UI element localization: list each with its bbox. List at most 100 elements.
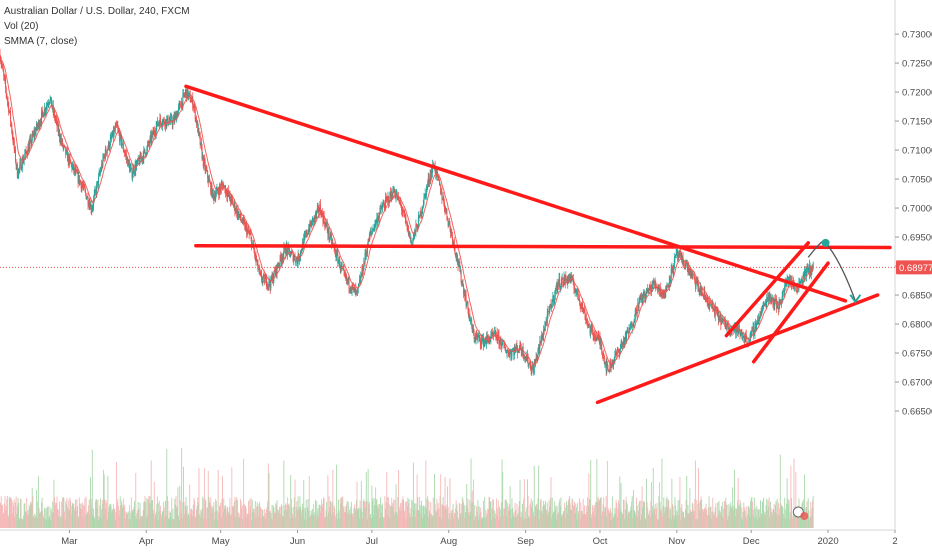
volume-bar (195, 509, 197, 528)
candle-body (174, 113, 176, 116)
candle-body (510, 351, 512, 356)
candle-body (103, 155, 105, 158)
volume-bar (256, 502, 258, 528)
candle-body (187, 89, 189, 98)
volume-bar (260, 507, 262, 528)
candle-body (26, 152, 28, 155)
volume-bar (727, 515, 729, 528)
candle-body (613, 359, 615, 361)
volume-bar (646, 501, 648, 528)
candle-body (736, 325, 738, 333)
candle-body (369, 233, 371, 235)
candle-body (513, 350, 515, 355)
volume-bar (90, 498, 92, 528)
volume-bar (695, 519, 697, 528)
candle-body (764, 302, 766, 306)
candle-body (700, 286, 702, 295)
candle-body (529, 362, 531, 364)
volume-bar (163, 507, 165, 528)
volume-bar (512, 507, 514, 528)
candle-body (549, 304, 551, 306)
candle-body (283, 246, 285, 254)
candle-body (586, 319, 588, 323)
candle-body (80, 182, 82, 189)
volume-bar (71, 505, 73, 528)
volume-bar (433, 474, 435, 528)
volume-bar (36, 489, 38, 528)
candle-body (159, 117, 161, 127)
candle-body (163, 118, 165, 121)
volume-bar (750, 501, 752, 528)
volume-bar (162, 511, 164, 528)
volume-bar (67, 506, 69, 528)
candle-body (322, 215, 324, 222)
candle-body (140, 157, 142, 159)
candle-body (440, 184, 442, 194)
symbol-title[interactable]: Australian Dollar / U.S. Dollar, 240, FX… (4, 6, 190, 17)
candle-body (667, 285, 669, 288)
volume-bar (434, 504, 436, 528)
volume-bar (500, 502, 502, 528)
candle-body (711, 303, 713, 305)
candle-body (188, 93, 190, 95)
volume-bar (1, 505, 3, 528)
candle-body (474, 337, 476, 340)
candle-body (486, 336, 488, 339)
candle-body (543, 330, 545, 331)
volume-bar (36, 517, 38, 528)
candle-body (93, 194, 95, 199)
volume-bar (618, 503, 620, 528)
volume-bar (518, 506, 520, 528)
candle-body (139, 154, 141, 164)
volume-bar (687, 504, 689, 528)
volume-bar (65, 503, 67, 528)
candle-body (637, 303, 639, 313)
volume-bar (786, 478, 788, 528)
candle-body (41, 110, 43, 113)
candle-body (565, 276, 567, 280)
candle-body (509, 352, 511, 358)
volume-bar (730, 506, 732, 528)
volume-bar (218, 505, 220, 528)
volume-bar (807, 512, 809, 528)
candle-body (507, 351, 509, 353)
volume-bar (221, 498, 223, 528)
candle-body (601, 353, 603, 355)
volume-bar (135, 472, 137, 528)
candle-body (499, 339, 501, 341)
candle-body (683, 262, 685, 269)
candle-body (49, 98, 51, 102)
volume-bar (124, 518, 126, 528)
volume-bar (523, 478, 525, 528)
volume-bar (399, 503, 401, 528)
volume-bar (590, 514, 592, 528)
volume-bar (244, 505, 246, 528)
candle-body (718, 315, 720, 320)
volume-bar (16, 506, 18, 528)
volume-bar (45, 508, 47, 528)
volume-bar (659, 502, 661, 528)
candle-body (770, 299, 772, 301)
smma-indicator-label[interactable]: SMMA (7, close) (4, 36, 78, 47)
candle-body (725, 327, 727, 329)
volume-bar (474, 504, 476, 528)
volume-bar (285, 503, 287, 528)
candle-body (242, 218, 244, 223)
candle-body (699, 288, 701, 292)
volume-bar (567, 500, 569, 528)
candle-body (227, 190, 229, 193)
candle-body (382, 203, 384, 206)
volume-bar (44, 519, 46, 528)
volume-bar (274, 513, 276, 528)
candle-body (665, 288, 667, 291)
volume-bar (354, 504, 356, 528)
candle-body (594, 337, 596, 341)
volume-bar (678, 499, 680, 528)
candle-body (776, 299, 778, 309)
candle-body (168, 124, 170, 125)
volume-bar (262, 516, 264, 528)
volume-indicator-label[interactable]: Vol (20) (4, 21, 39, 32)
